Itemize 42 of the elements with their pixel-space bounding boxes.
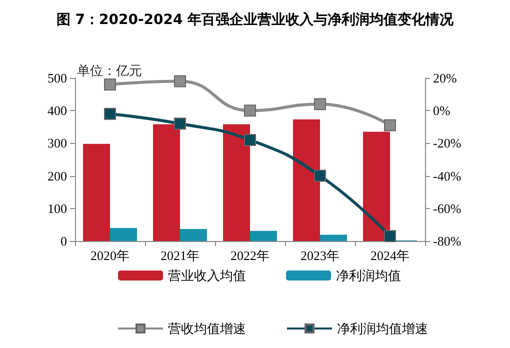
bar	[83, 144, 110, 241]
legend-label: 净利润均值	[336, 268, 401, 283]
y2-tick-label: -80%	[433, 234, 462, 248]
y-tick-label: 0	[60, 234, 67, 248]
y-tick-label: 200	[48, 168, 67, 184]
text: 单位：亿元	[77, 63, 142, 78]
bar	[223, 124, 250, 241]
x-tick-label: 2021年	[160, 248, 200, 263]
y-tick-label: 100	[48, 200, 67, 216]
chart-title: 图 7：2020-2024 年百强企业营业收入与净利润均值变化情况	[56, 11, 455, 28]
bar	[153, 124, 180, 241]
point	[104, 78, 116, 91]
y-tick-label: 400	[48, 103, 67, 118]
legend-label: 营收均值增速	[168, 321, 246, 336]
bar	[110, 228, 137, 241]
x-tick-label: 2020年	[90, 248, 130, 263]
legend-label: 净利润均值增速	[337, 321, 428, 336]
x-tick-label: 2023年	[300, 248, 340, 263]
bar	[250, 230, 277, 241]
bar	[363, 132, 390, 241]
point	[104, 108, 116, 120]
y-tick-label: 300	[48, 136, 67, 151]
y2-tick-label: -40%	[433, 168, 462, 184]
bar	[180, 228, 207, 241]
bar	[293, 119, 320, 241]
point	[244, 134, 256, 146]
x-tick-label: 2024年	[370, 248, 410, 263]
y2-tick-label: -20%	[433, 136, 462, 151]
y2-tick-label: 0%	[433, 103, 450, 118]
point	[174, 118, 186, 130]
y-tick-label: 500	[48, 70, 67, 86]
bar	[320, 234, 347, 241]
y2-tick-label: -60%	[433, 200, 462, 216]
legend-label: 营业收入均值	[168, 268, 246, 283]
point	[314, 98, 326, 110]
point	[244, 104, 256, 117]
point	[174, 75, 186, 88]
point	[384, 119, 396, 132]
y2-tick-label: 20%	[433, 70, 457, 86]
x-tick-label: 2022年	[230, 248, 270, 263]
point	[314, 170, 326, 182]
point	[384, 230, 396, 242]
